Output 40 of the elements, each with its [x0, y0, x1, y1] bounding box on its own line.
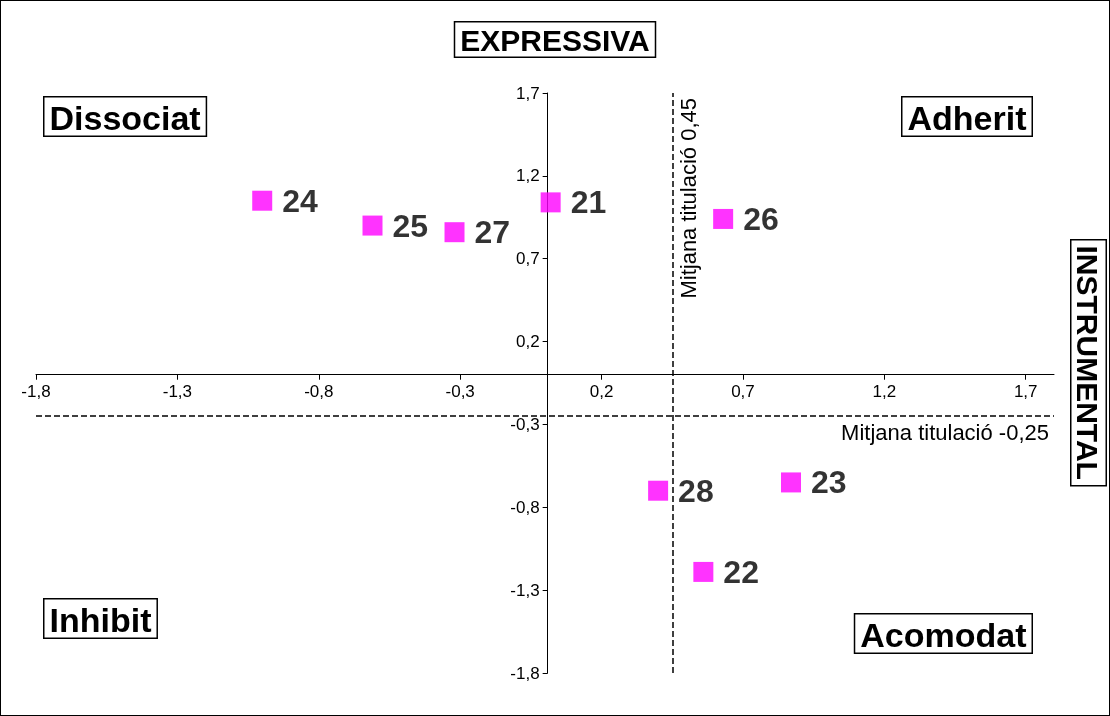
x-tick-label: 1,7	[1013, 381, 1038, 401]
x-tick-label: 0,2	[589, 381, 614, 401]
series-label: 25	[392, 207, 429, 244]
point	[648, 480, 669, 501]
y-tick-label: -1,3	[510, 580, 540, 600]
y-tick-label: -0,8	[510, 497, 540, 517]
point	[362, 215, 383, 236]
point	[444, 222, 465, 243]
ref-line-label: Mitjana titulació 0,45	[675, 98, 701, 299]
annotation: Adherit	[907, 98, 1027, 137]
annotation: Inhibit	[49, 600, 152, 639]
point	[781, 472, 802, 493]
series-label: 24	[282, 182, 319, 219]
x-tick-label: -1,3	[162, 381, 193, 401]
y-tick-label: 1,2	[516, 166, 540, 186]
y-tick-label: -1,8	[510, 663, 540, 683]
ref-line-label: Mitjana titulació -0,25	[841, 419, 1049, 445]
series-label: 21	[570, 184, 607, 221]
text: INSTRUMENTAL	[1071, 245, 1104, 480]
point	[713, 208, 734, 229]
x-tick-label: -1,8	[21, 381, 51, 401]
x-tick-label: -0,8	[304, 381, 334, 401]
y-tick-label: -0,3	[510, 414, 540, 434]
series-label: 28	[678, 472, 714, 509]
annotation: Acomodat	[860, 615, 1027, 654]
y-tick-label: 1,7	[516, 83, 540, 103]
annotation: Dissociat	[49, 98, 201, 137]
x-tick-label: 1,2	[872, 381, 897, 401]
x-tick-label: 0,7	[731, 381, 755, 401]
y-tick-label: 0,7	[516, 249, 540, 269]
point	[252, 190, 273, 211]
series-label: 22	[723, 553, 759, 590]
text: EXPRESSIVA	[460, 24, 650, 57]
y-tick-label: 0,2	[516, 332, 540, 352]
point	[693, 561, 714, 582]
point	[540, 192, 561, 213]
series-label: 23	[811, 464, 847, 501]
series-label: 26	[743, 200, 779, 237]
series-label: 27	[474, 214, 511, 251]
x-tick-label: -0,3	[445, 381, 475, 401]
